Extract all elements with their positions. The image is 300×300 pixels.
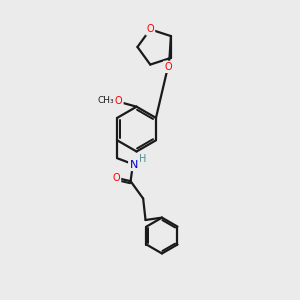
Text: O: O xyxy=(164,62,172,72)
Text: O: O xyxy=(112,172,120,183)
Text: CH₃: CH₃ xyxy=(98,96,114,105)
Text: O: O xyxy=(146,24,154,34)
Text: H: H xyxy=(139,154,146,164)
Text: O: O xyxy=(115,96,122,106)
Text: N: N xyxy=(129,160,138,170)
